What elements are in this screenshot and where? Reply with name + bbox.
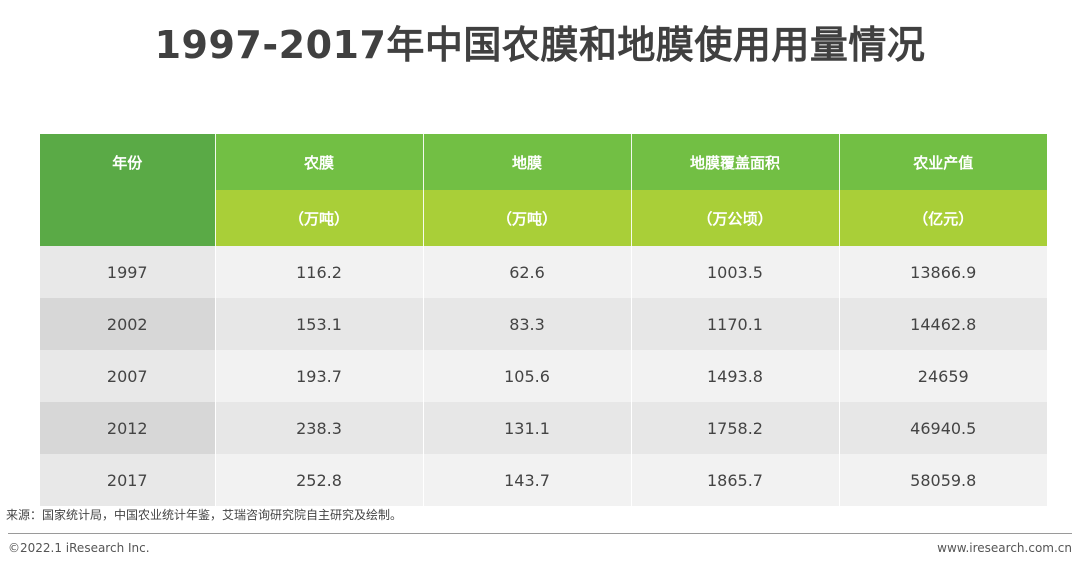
- cell-mulch-area: 1003.5: [630, 246, 839, 298]
- cell-output-value: 46940.5: [838, 402, 1047, 454]
- cell-mulch-area: 1493.8: [630, 350, 839, 402]
- cell-agri-film: 153.1: [214, 298, 423, 350]
- cell-agri-film: 238.3: [214, 402, 423, 454]
- unit-mulch-area: （万公顷）: [630, 190, 839, 246]
- cell-mulch-area: 1758.2: [630, 402, 839, 454]
- table-row: 1997 116.2 62.6 1003.5 13866.9: [40, 246, 1047, 298]
- column-header-mulch-film: 地膜: [422, 134, 631, 190]
- cell-output-value: 24659: [838, 350, 1047, 402]
- cell-agri-film: 193.7: [214, 350, 423, 402]
- cell-mulch-area: 1170.1: [630, 298, 839, 350]
- cell-agri-film: 252.8: [214, 454, 423, 506]
- cell-year: 1997: [40, 246, 215, 298]
- cell-mulch-film: 62.6: [422, 246, 631, 298]
- footer-divider: [8, 533, 1072, 534]
- page-title: 1997-2017年中国农膜和地膜使用用量情况: [154, 23, 926, 67]
- table-row: 2002 153.1 83.3 1170.1 14462.8: [40, 298, 1047, 350]
- source-note: 来源：国家统计局，中国农业统计年鉴，艾瑞咨询研究院自主研究及绘制。: [6, 508, 403, 522]
- table-unit-row: （万吨） （万吨） （万公顷） （亿元）: [40, 190, 1047, 246]
- cell-output-value: 13866.9: [838, 246, 1047, 298]
- cell-agri-film: 116.2: [214, 246, 423, 298]
- website-link[interactable]: www.iresearch.com.cn: [937, 541, 1072, 555]
- cell-output-value: 58059.8: [838, 454, 1047, 506]
- cell-mulch-film: 143.7: [422, 454, 631, 506]
- cell-year: 2012: [40, 402, 215, 454]
- cell-year: 2002: [40, 298, 215, 350]
- cell-mulch-film: 83.3: [422, 298, 631, 350]
- cell-year: 2007: [40, 350, 215, 402]
- column-header-output-value: 农业产值: [838, 134, 1047, 190]
- column-header-year: 年份: [40, 134, 215, 190]
- cell-mulch-area: 1865.7: [630, 454, 839, 506]
- table-row: 2017 252.8 143.7 1865.7 58059.8: [40, 454, 1047, 506]
- unit-output-value: （亿元）: [838, 190, 1047, 246]
- cell-output-value: 14462.8: [838, 298, 1047, 350]
- data-table: 年份 农膜 地膜 地膜覆盖面积 农业产值 （万吨） （万吨） （万公顷） （亿元…: [40, 134, 1047, 506]
- unit-mulch-film: （万吨）: [422, 190, 631, 246]
- unit-year: [40, 190, 215, 246]
- cell-year: 2017: [40, 454, 215, 506]
- table-header-row: 年份 农膜 地膜 地膜覆盖面积 农业产值: [40, 134, 1047, 190]
- table-row: 2012 238.3 131.1 1758.2 46940.5: [40, 402, 1047, 454]
- cell-mulch-film: 105.6: [422, 350, 631, 402]
- table-row: 2007 193.7 105.6 1493.8 24659: [40, 350, 1047, 402]
- column-header-agri-film: 农膜: [214, 134, 423, 190]
- column-header-mulch-area: 地膜覆盖面积: [630, 134, 839, 190]
- unit-agri-film: （万吨）: [214, 190, 423, 246]
- copyright-text: ©2022.1 iResearch Inc.: [8, 541, 150, 555]
- cell-mulch-film: 131.1: [422, 402, 631, 454]
